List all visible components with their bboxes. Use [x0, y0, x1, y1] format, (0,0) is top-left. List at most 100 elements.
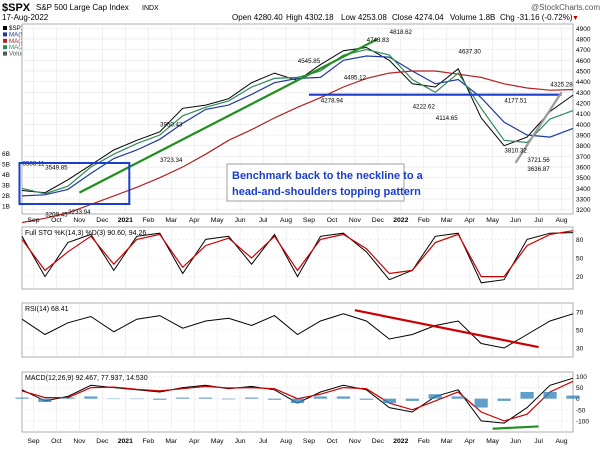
time-axis-label: May	[486, 438, 499, 445]
y-tick-label: 4100	[576, 111, 591, 118]
price-label: 3233.94	[68, 209, 91, 216]
time-axis-label: May	[486, 217, 499, 224]
y-tick-label: 4300	[576, 90, 591, 97]
time-axis: Sep Sep Oct Oct Nov Nov Dec Dec 2021 2021 Feb Feb Ma…	[27, 217, 567, 445]
price-label: 3723.34	[160, 157, 183, 164]
time-axis-label: Jul	[259, 438, 268, 445]
time-axis-label: Dec	[96, 217, 109, 224]
time-axis-label: Jun	[510, 438, 521, 445]
histogram-bar	[267, 398, 282, 400]
quote-change: Chg -31.16 (-0.72%)	[500, 13, 573, 22]
stochastic-panel: 20 50 80 Full STO %K(14,3) %D(3) 90.60, 94.…	[21, 226, 584, 290]
time-axis-label: Mar	[165, 217, 177, 224]
series-line-ma-50-	[21, 55, 574, 197]
price-label: 4545.85	[298, 58, 321, 65]
quote-close: Close 4274.04	[392, 13, 444, 22]
y-tick-label: 3900	[576, 133, 591, 140]
volume-axis: 6B 5B 4B 3B 2B 1B	[2, 151, 10, 211]
y-tick-label: 0	[576, 396, 580, 403]
price-label: 4222.62	[413, 104, 436, 111]
y-tick-label: -50	[576, 407, 586, 414]
y-tick-label: 4900	[576, 26, 591, 33]
quote-high: High 4302.18	[286, 13, 334, 22]
annotation-line-2: head-and-shoulders topping pattern	[232, 186, 421, 198]
price-label: 3209.45	[45, 212, 68, 219]
trendline-rsi-divergence	[354, 309, 539, 349]
chart-exchange: INDX	[142, 5, 159, 12]
y-tick-label: 4400	[576, 79, 591, 86]
histogram-bar	[336, 396, 351, 399]
series-line-ma-200-	[21, 70, 574, 224]
histogram-bar	[176, 397, 190, 399]
time-axis-label: Mar	[441, 217, 453, 224]
histogram-bar	[222, 398, 236, 400]
histogram-bar	[38, 398, 52, 402]
quote-volume: Volume 1.8B	[450, 13, 495, 22]
y-tick-label: 4700	[576, 47, 591, 54]
time-axis-label: Apr	[189, 438, 200, 445]
y-tick-label: 3600	[576, 165, 591, 172]
time-axis-label: Feb	[142, 438, 154, 445]
down-arrow-icon: ▼	[572, 15, 579, 22]
series-line--k	[21, 232, 574, 284]
time-axis-label: 2021	[118, 217, 133, 224]
time-axis-label: May	[211, 438, 224, 445]
time-axis-label: Jul	[259, 217, 268, 224]
time-axis-label: Mar	[441, 438, 453, 445]
histogram-bar	[405, 398, 419, 401]
volume-axis-label: 4B	[2, 172, 10, 179]
time-axis-label: Apr	[464, 438, 475, 445]
volume-axis-label: 3B	[2, 183, 10, 190]
y-tick-label: 3800	[576, 143, 591, 150]
volume-axis-label: 5B	[2, 162, 10, 169]
time-axis-label: Dec	[372, 438, 385, 445]
y-tick-label: 20	[576, 274, 584, 281]
time-axis-label: Jun	[510, 217, 521, 224]
y-tick-label: 4000	[576, 122, 591, 129]
price-label: 3810.32	[504, 148, 527, 155]
legend-swatch	[3, 38, 7, 43]
time-axis-label: Dec	[96, 438, 109, 445]
y-tick-label: 4200	[576, 100, 591, 107]
price-label: 4278.94	[321, 98, 344, 105]
time-axis-label: Sep	[303, 217, 315, 224]
price-label: 3549.85	[45, 164, 68, 171]
volume-axis-label: 6B	[2, 151, 10, 158]
series-line-rsi-14-	[21, 313, 574, 349]
price-label: 3636.87	[527, 166, 550, 173]
panel-frame	[21, 226, 574, 290]
time-axis-label: Nov	[349, 217, 362, 224]
price-label: 3950.43	[160, 122, 183, 129]
time-axis-label: Jul	[534, 217, 543, 224]
y-tick-label: 50	[576, 385, 584, 392]
time-axis-label: Oct	[51, 438, 62, 445]
time-axis-label: Apr	[189, 217, 200, 224]
legend-swatch	[3, 26, 7, 30]
legend-swatch	[3, 45, 7, 50]
y-tick-label: 70	[576, 310, 584, 317]
trendline-macd-divergence	[492, 425, 539, 430]
histogram-bar	[313, 396, 328, 399]
panel-label: RSI(14) 68.41	[25, 306, 69, 313]
y-tick-label: 100	[576, 374, 587, 381]
chart-symbol: $SPX	[2, 2, 31, 14]
time-axis-label: 2022	[393, 217, 408, 224]
histogram-bar	[566, 395, 580, 399]
y-tick-label: 80	[576, 237, 584, 244]
histogram-bar	[520, 392, 534, 399]
time-axis-label: Nov	[349, 438, 362, 445]
y-tick-label: 3300	[576, 197, 591, 204]
price-label: 4743.83	[367, 37, 390, 44]
price-label: 4325.28	[550, 82, 573, 89]
price-label: 4818.62	[390, 29, 413, 36]
y-tick-label: -100	[576, 418, 589, 425]
time-axis-label: Sep	[27, 217, 39, 224]
time-axis-label: Mar	[165, 438, 177, 445]
trendline-recent-uptrend	[514, 91, 563, 164]
time-axis-label: Sep	[27, 438, 39, 445]
y-tick-label: 50	[576, 328, 584, 335]
volume-axis-label: 1B	[2, 204, 10, 211]
y-tick-label: 50	[576, 256, 584, 263]
time-axis-label: Aug	[280, 217, 292, 224]
